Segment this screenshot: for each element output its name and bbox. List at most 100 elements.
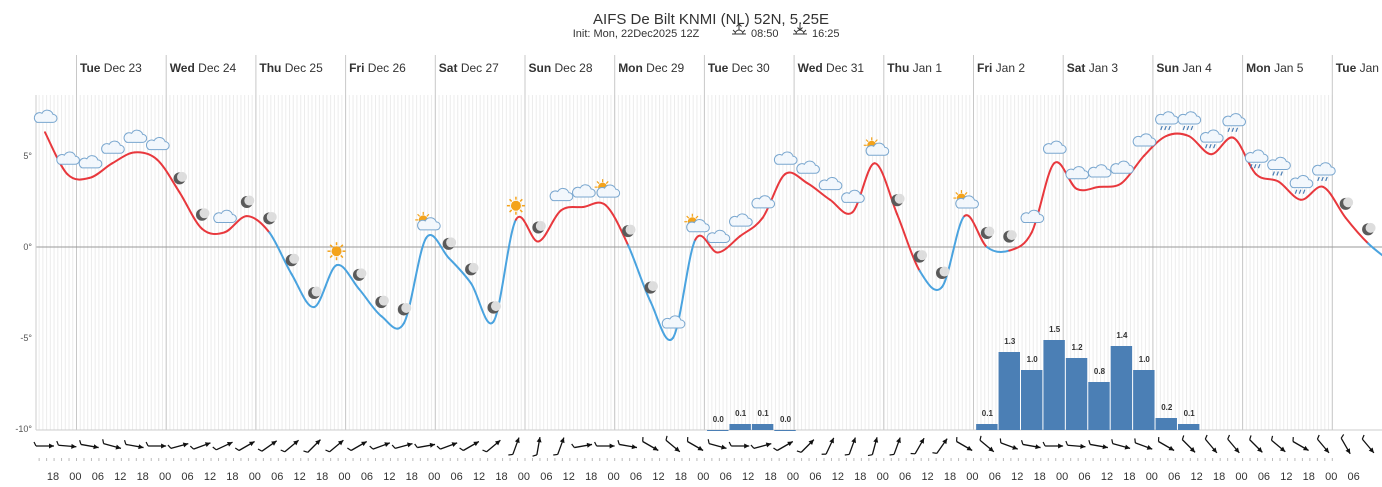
wind-arrow-barb xyxy=(553,453,558,456)
rain-icon xyxy=(1289,175,1314,194)
wind-arrow-head xyxy=(829,437,834,444)
rain-drop xyxy=(1160,125,1163,131)
wind-arrow-head xyxy=(407,442,413,448)
y-tick-label: -5° xyxy=(20,333,32,343)
cloud-icon xyxy=(661,315,686,329)
wind-arrow xyxy=(796,439,815,453)
hour-tick-label: 06 xyxy=(1348,471,1360,483)
hour-tick-label: 18 xyxy=(1303,471,1315,483)
cloud-icon xyxy=(773,151,798,165)
cloud-icon xyxy=(818,177,843,191)
cloud-icon xyxy=(686,219,710,233)
temperature-segment xyxy=(1210,136,1235,156)
day-label-date: Dec 29 xyxy=(643,61,685,75)
y-tick-label: -10° xyxy=(15,424,32,434)
temperature-segment xyxy=(873,162,899,216)
wind-arrow-head xyxy=(384,442,390,447)
cloud-icon xyxy=(706,229,731,243)
cloud-icon xyxy=(123,129,148,143)
wind-arrow-barb xyxy=(414,443,418,448)
wind-arrow-barb xyxy=(999,438,1002,443)
rain-drop xyxy=(1280,171,1283,176)
wind-arrow xyxy=(844,437,857,456)
wind-arrow xyxy=(33,441,54,449)
moon-icon xyxy=(397,302,412,316)
wind-arrow-barb xyxy=(979,435,982,441)
hour-tick-label: 18 xyxy=(1213,471,1225,483)
cloud-icon xyxy=(1110,160,1134,174)
moon-crescent xyxy=(1006,230,1017,241)
wind-arrow-head xyxy=(586,442,593,448)
precip-bar xyxy=(1065,358,1088,430)
moon-icon xyxy=(308,286,322,300)
hour-tick-label: 18 xyxy=(226,471,238,483)
wind-arrow-head xyxy=(697,445,704,451)
temperature-segment xyxy=(1367,242,1382,257)
sun-cloud-icon xyxy=(594,179,621,198)
wind-arrow-barb xyxy=(750,444,755,449)
sun-ray xyxy=(340,244,344,248)
day-label-dow: Mon xyxy=(618,61,643,75)
day-label: Tue Jan 6 xyxy=(1336,61,1382,75)
temperature-segment xyxy=(514,215,540,243)
rain-icon xyxy=(1312,162,1336,182)
day-label-dow: Sat xyxy=(1067,61,1086,75)
temperature-segment xyxy=(582,201,607,208)
rain-drop xyxy=(1205,143,1208,149)
hour-tick-label: 12 xyxy=(1280,471,1292,483)
hour-tick-label: 18 xyxy=(944,471,956,483)
temperature-segment xyxy=(649,300,674,342)
wind-arrow-barb xyxy=(145,441,149,447)
moon-icon xyxy=(173,171,188,185)
hour-tick-label: 06 xyxy=(989,471,1001,483)
temperature-segment xyxy=(559,205,585,212)
cloud-icon xyxy=(751,195,776,209)
hour-tick-label: 18 xyxy=(47,471,59,483)
wind-arrow xyxy=(1316,434,1330,454)
precip-bar-label: 0.2 xyxy=(1161,403,1173,412)
moon-crescent xyxy=(939,266,950,277)
wind-arrow-barb xyxy=(1249,435,1252,440)
day-label-dow: Sun xyxy=(529,61,552,75)
day-label-date: Dec 25 xyxy=(281,61,323,75)
wind-arrow-barb xyxy=(728,441,732,447)
wind-arrow-barb xyxy=(508,453,513,456)
sun-ray xyxy=(964,191,968,195)
wind-arrow-barb xyxy=(167,444,172,449)
wind-arrow-head xyxy=(93,444,99,450)
hour-tick-label: 12 xyxy=(1191,471,1203,483)
sun-icon xyxy=(327,242,346,261)
moon-crescent xyxy=(446,237,457,248)
moon-icon xyxy=(195,208,210,221)
hour-tick-label: 12 xyxy=(1011,471,1023,483)
wind-arrow-head xyxy=(873,437,879,443)
moon-icon xyxy=(240,195,255,209)
wind-arrow-barb xyxy=(33,441,37,447)
precip-bar xyxy=(1020,370,1043,430)
rain-icon xyxy=(1244,149,1269,169)
wind-arrow xyxy=(303,439,321,453)
temperature-segment xyxy=(290,273,316,309)
wind-arrow xyxy=(212,441,233,451)
hour-tick-label: 12 xyxy=(383,471,395,483)
wind-arrow-head xyxy=(1080,443,1086,449)
wind-arrow-head xyxy=(451,442,458,447)
hour-tick-label: 00 xyxy=(1325,471,1337,483)
cloud-icon xyxy=(1312,162,1336,176)
moon-icon xyxy=(285,253,300,267)
rain-drop xyxy=(1186,125,1190,131)
wind-arrow-barb xyxy=(1111,439,1114,444)
cloud-icon xyxy=(101,140,125,154)
sun-cloud-icon xyxy=(684,213,710,233)
temperature-segment xyxy=(1344,216,1370,245)
day-label-date: Jan 1 xyxy=(909,61,942,75)
wind-arrow xyxy=(686,436,704,452)
rain-drop xyxy=(1317,176,1320,182)
wind-arrow-barb xyxy=(1270,435,1274,441)
temperature-segment xyxy=(245,215,271,234)
wind-arrow xyxy=(1020,439,1041,450)
wind-arrow-barb xyxy=(234,447,240,452)
hour-tick-label: 18 xyxy=(495,471,507,483)
day-labels: Tue Dec 23 Wed Dec 24 Thu Dec 25 Fri Dec 26… xyxy=(80,61,1382,75)
